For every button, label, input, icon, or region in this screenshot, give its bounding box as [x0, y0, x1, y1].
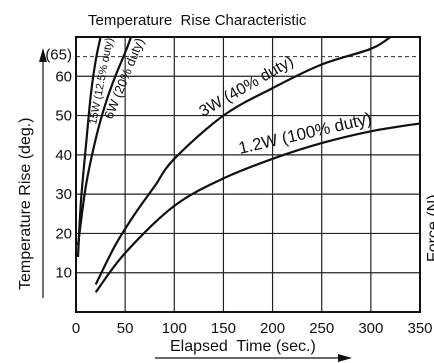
- y-axis-label: Temperature Rise (deg.): [17, 117, 34, 290]
- plot-frame: [75, 36, 421, 313]
- series-3-label: 3W (40% duty): [197, 53, 297, 121]
- y-tick-label: 40: [55, 147, 72, 164]
- right-axis-label-fragment: Force (N): [425, 194, 434, 262]
- curves: [76, 36, 421, 294]
- chart-title: Temperature Rise Characteristic: [88, 12, 307, 29]
- y-tick-label: 30: [55, 186, 72, 203]
- series-4-line: [94, 122, 421, 294]
- series-1-line: [76, 36, 102, 258]
- x-axis-arrow-head: [338, 354, 352, 362]
- y-tick-label: 50: [55, 108, 72, 125]
- x-tick-label: 50: [117, 320, 134, 337]
- y-tick-label: 10: [55, 265, 72, 282]
- x-axis-label: Elapsed Time (sec.): [170, 338, 316, 355]
- y-tick-label: 20: [55, 225, 72, 242]
- x-tick-label: 150: [211, 320, 236, 337]
- x-tick-label: 0: [72, 320, 80, 337]
- x-tick-label: 200: [260, 320, 285, 337]
- x-tick-label: 100: [162, 320, 187, 337]
- reference-line-label: (65): [45, 47, 72, 64]
- series-3-line: [94, 36, 392, 285]
- series-2-line: [76, 36, 133, 246]
- y-axis-arrow-head: [39, 48, 47, 62]
- y-tick-label: 60: [55, 68, 72, 85]
- tick-labels: 0 50 100 150 200 250 300 350 10 20 30 40 50 60 (65): [45, 47, 432, 337]
- x-tick-label: 250: [309, 320, 334, 337]
- x-tick-label: 350: [407, 320, 432, 337]
- grid: [76, 37, 420, 312]
- x-tick-label: 300: [358, 320, 383, 337]
